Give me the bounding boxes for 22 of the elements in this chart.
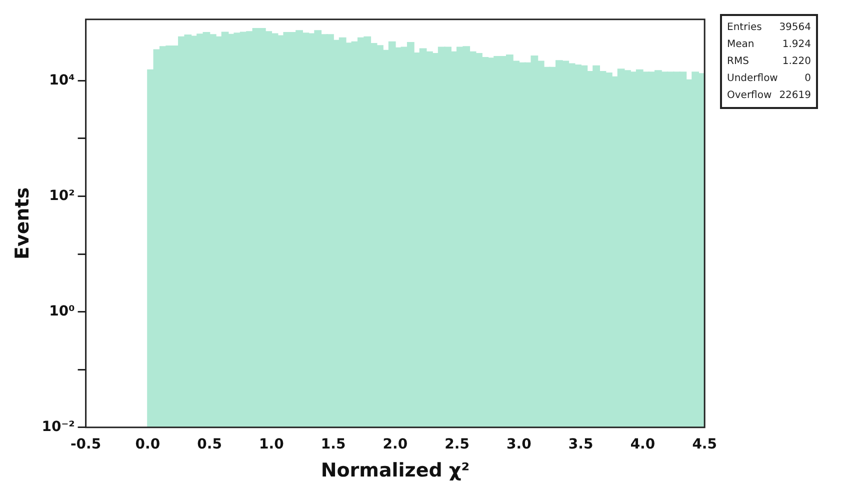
y-tick-label: 10⁰ <box>49 303 75 320</box>
x-tick-label: 2.5 <box>444 436 470 452</box>
x-tick-label: 1.0 <box>259 436 284 452</box>
x-tick-label: -0.5 <box>70 436 102 452</box>
text: RMS 1.220 <box>727 56 811 67</box>
text: Overflow 22619 <box>727 89 811 103</box>
x-tick-label: 1.5 <box>320 436 346 452</box>
x-tick-label: 3.5 <box>568 436 594 452</box>
y-axis-title: Events <box>11 187 34 260</box>
x-tick-label: 4.0 <box>630 436 656 452</box>
y-tick-label: 10⁻² <box>42 419 75 436</box>
x-tick-label: 2.0 <box>382 436 408 452</box>
text: Entries 39564 <box>727 22 811 33</box>
text: Mean 1.924 <box>727 39 811 50</box>
y-tick-label: 10⁴ <box>49 72 75 88</box>
x-tick-label: 0.0 <box>135 436 160 452</box>
x-tick-label: 4.5 <box>692 436 718 452</box>
text: Underflow 0 <box>727 73 811 84</box>
x-axis-title: Normalized χ² <box>320 460 470 482</box>
x-tick-label: 0.5 <box>197 436 222 452</box>
y-tick-label: 10² <box>49 188 75 204</box>
x-tick-label: 3.0 <box>506 436 532 452</box>
